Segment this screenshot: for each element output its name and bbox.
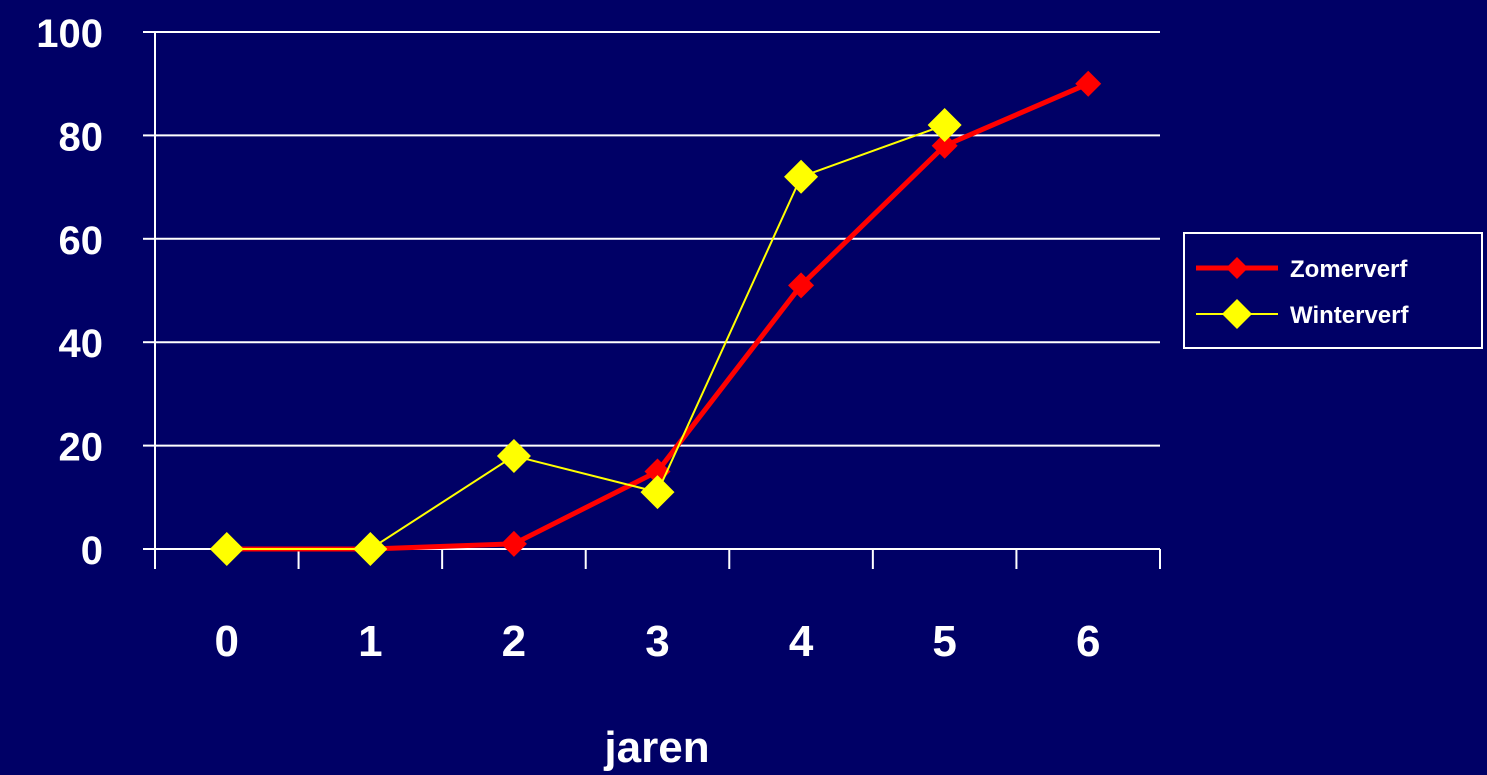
x-axis-title: jaren [603,723,709,772]
x-tick-label: 0 [215,617,239,666]
data-point [928,108,962,142]
x-tick-label: 2 [502,617,526,666]
data-point [501,531,527,557]
gridlines [155,32,1160,446]
legend: Zomerverf Winterverf [1184,233,1482,348]
x-tick-label: 3 [645,617,669,666]
y-tick-label: 100 [36,12,103,56]
x-tick-label: 6 [1076,617,1100,666]
x-axis-ticks: 0 1 2 3 4 5 6 [155,549,1160,666]
data-point [784,160,818,194]
y-axis-ticks: 0 20 40 60 80 100 [36,12,155,573]
series-line-winterverf [227,125,945,549]
y-tick-label: 0 [81,529,103,573]
legend-marker [1222,299,1252,329]
series-group [210,71,1101,566]
data-point [353,532,387,566]
legend-label: Winterverf [1290,302,1409,329]
data-point [1075,71,1101,97]
legend-label: Zomerverf [1290,256,1408,283]
x-tick-label: 4 [789,617,814,666]
y-tick-label: 60 [59,219,104,263]
data-point [497,439,531,473]
legend-marker [1226,257,1248,279]
y-tick-label: 20 [59,426,104,470]
x-tick-label: 5 [932,617,956,666]
series-winterverf [210,108,962,566]
x-tick-label: 1 [358,617,382,666]
data-point [210,532,244,566]
legend-box [1184,233,1482,348]
y-tick-label: 80 [59,115,104,159]
y-tick-label: 40 [59,322,104,366]
